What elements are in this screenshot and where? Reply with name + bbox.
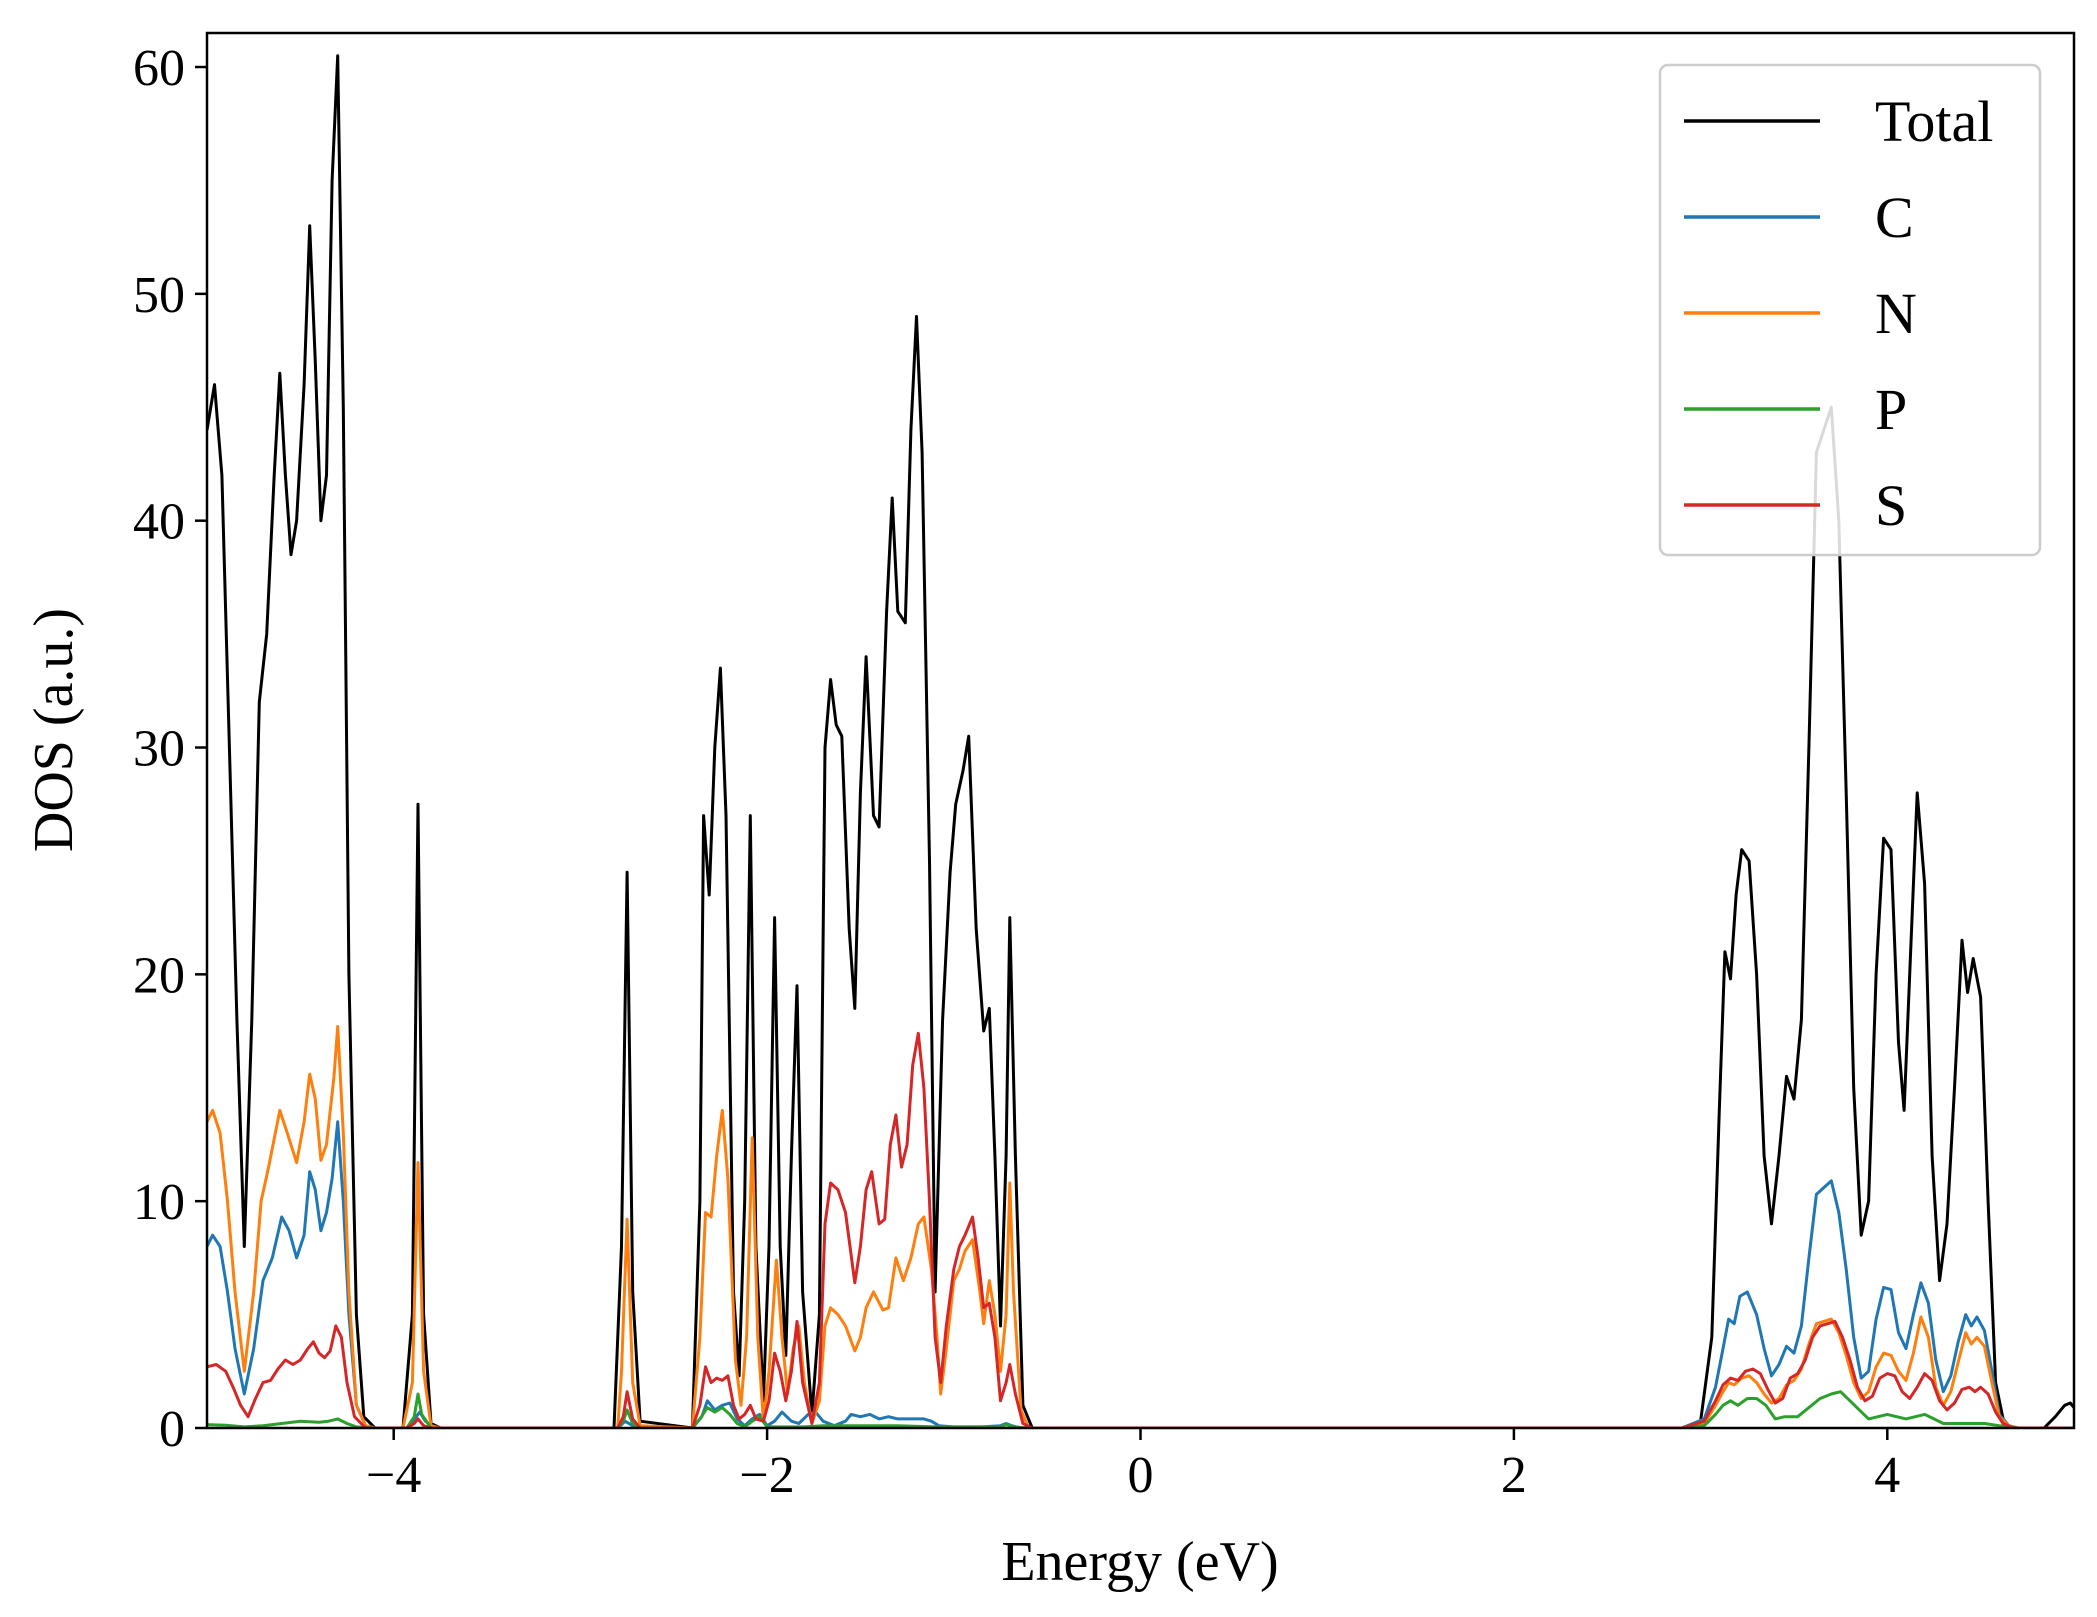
x-tick-label: 4 xyxy=(1874,1447,1900,1504)
series-layer xyxy=(207,54,2074,1428)
legend-label-total: Total xyxy=(1875,89,1993,154)
series-line-total xyxy=(207,54,2074,1428)
x-tick-label: 0 xyxy=(1128,1447,1154,1504)
x-axis: −4 −2 0 2 4 xyxy=(366,1428,1900,1504)
y-axis: 0 10 20 30 40 50 60 xyxy=(133,40,207,1458)
x-tick-label: −4 xyxy=(366,1447,421,1504)
y-tick-label: 20 xyxy=(133,947,185,1004)
y-tick-label: 60 xyxy=(133,40,185,97)
y-tick-label: 10 xyxy=(133,1174,185,1231)
legend-label-p: P xyxy=(1875,377,1907,442)
legend-box xyxy=(1658,63,2042,557)
x-axis-label: Energy (eV) xyxy=(1001,1531,1278,1593)
series-line-p xyxy=(207,1390,2074,1428)
legend-label-c: C xyxy=(1875,185,1914,250)
series-line-s xyxy=(207,1031,2074,1428)
y-tick-label: 40 xyxy=(133,494,185,551)
y-tick-label: 0 xyxy=(159,1401,185,1458)
y-tick-label: 50 xyxy=(133,267,185,324)
y-tick-label: 30 xyxy=(133,721,185,778)
y-axis-label: DOS (a.u.) xyxy=(23,608,85,852)
x-tick-label: 2 xyxy=(1501,1447,1527,1504)
series-line-c xyxy=(207,1120,2074,1428)
legend-label-n: N xyxy=(1875,281,1917,346)
x-tick-label: −2 xyxy=(739,1447,794,1504)
legend-label-s: S xyxy=(1875,473,1907,538)
